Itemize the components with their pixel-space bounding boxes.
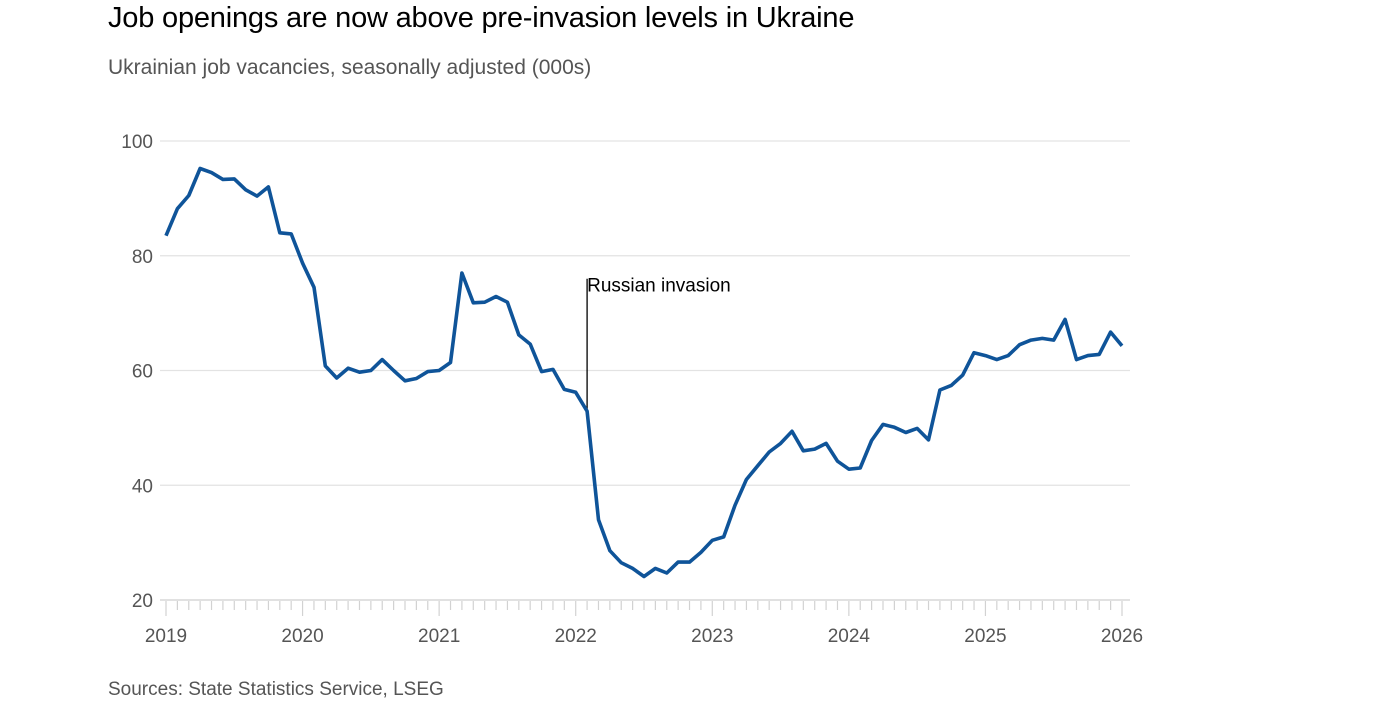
y-tick-label: 40: [132, 476, 153, 497]
annotation-label: Russian invasion: [587, 276, 731, 297]
gridlines: [160, 140, 1130, 601]
annotation: Russian invasion: [586, 276, 731, 412]
x-tick-label: 2021: [418, 626, 460, 647]
y-tick-label: 80: [132, 247, 153, 268]
chart-subtitle: Ukrainian job vacancies, seasonally adju…: [108, 56, 592, 79]
x-tick-label: 2026: [1101, 626, 1143, 647]
x-tick-label: 2025: [964, 626, 1006, 647]
x-tick-label: 2019: [145, 626, 187, 647]
x-tick-label: 2023: [691, 626, 733, 647]
y-tick-label: 60: [132, 362, 153, 383]
x-tick-label: 2024: [828, 626, 871, 647]
series-group: [164, 166, 1124, 579]
chart-title: Job openings are now above pre-invasion …: [108, 2, 855, 34]
x-axis: 2019 2020 2021 2022 2023 2024 2025 2026: [145, 601, 1143, 647]
x-tick-label: 2020: [281, 626, 323, 647]
x-tick-label: 2022: [555, 626, 597, 647]
y-axis: 20 40 60 80 100: [121, 132, 153, 612]
y-tick-label: 20: [132, 591, 153, 612]
y-tick-label: 100: [121, 132, 153, 153]
series-line: [164, 166, 1124, 579]
source-note: Sources: State Statistics Service, LSEG: [108, 679, 444, 700]
